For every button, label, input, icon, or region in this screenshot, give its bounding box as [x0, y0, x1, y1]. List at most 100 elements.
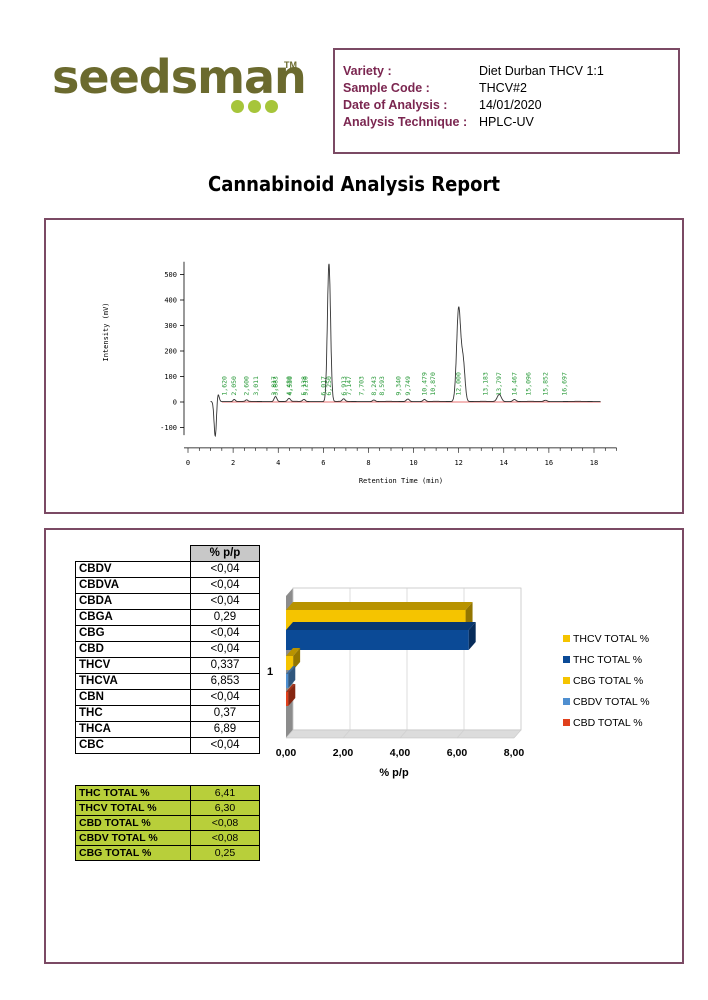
peak-label: 13,183	[481, 372, 489, 396]
cannabinoid-name: CBGA	[75, 609, 191, 626]
peak-label: 16,697	[561, 372, 569, 396]
table-row: THCV TOTAL % 6,30	[75, 800, 260, 816]
x-tick-label: 10	[409, 459, 417, 467]
bar-chart-x-ticks: 0,00 2,00 4,00 6,00 8,00	[276, 747, 525, 759]
table-row: CBDA <0,04	[75, 593, 260, 610]
table-row: CBGA 0,29	[75, 609, 260, 626]
totals-bar-chart: 0,00 2,00 4,00 6,00 8,00 1 % p/p	[267, 587, 525, 779]
logo-wordmark: seedsman	[52, 50, 307, 104]
peak-label: 10,870	[429, 372, 437, 396]
x-tick-label: 4	[276, 459, 280, 467]
table-row: CBDV <0,04	[75, 561, 260, 578]
y-tick-label: 400	[164, 297, 177, 305]
info-value: HPLC-UV	[479, 115, 534, 129]
legend-swatch	[563, 719, 570, 726]
cannabinoid-name: CBN	[75, 689, 191, 706]
legend-label: CBG TOTAL %	[573, 675, 644, 687]
total-value: 6,30	[190, 800, 260, 816]
x-tick-label: 8,00	[504, 747, 525, 759]
table-row: CBG <0,04	[75, 625, 260, 642]
info-value: Diet Durban THCV 1:1	[479, 64, 604, 78]
y-tick-label: 200	[164, 348, 177, 356]
totals-table: THC TOTAL % 6,41 THCV TOTAL % 6,30 CBD TOT…	[75, 785, 260, 861]
peak-label: 15,096	[524, 372, 532, 396]
bar-end	[293, 648, 301, 670]
table-header-unit: % p/p	[190, 545, 260, 562]
bar-chart-category-label: 1	[267, 666, 273, 678]
cannabinoid-value: <0,04	[190, 689, 260, 706]
logo-dot	[265, 100, 278, 113]
total-name: CBD TOTAL %	[75, 815, 191, 831]
seedsman-logo: seedsman TM	[52, 52, 307, 122]
grid-line	[399, 729, 408, 739]
chromatogram-panel: 500 400 300 200 100 0 -100 0 2 4 6 8 10 12 14 16 18 1,62…	[44, 218, 684, 514]
x-tick-label: 4,00	[390, 747, 411, 759]
table-row: THCVA 6,853	[75, 673, 260, 690]
cannabinoid-table: % p/p CBDV <0,04 CBDVA <0,04 CBDA <0,04 CBG…	[75, 545, 260, 754]
legend-label: THC TOTAL %	[573, 654, 643, 666]
x-tick-label: 0,00	[276, 747, 297, 759]
info-label: Analysis Technique :	[343, 115, 468, 129]
legend-swatch	[563, 677, 570, 684]
report-title: Cannabinoid Analysis Report	[207, 172, 501, 196]
peak-label: 5,138	[300, 376, 308, 396]
cannabinoid-name: CBDA	[75, 593, 191, 610]
peak-label: 8,593	[378, 376, 386, 396]
total-value: 0,25	[190, 845, 260, 861]
x-tick-label: 0	[186, 459, 190, 467]
sample-info-box: Variety : Diet Durban THCV 1:1 Sample Co…	[333, 48, 680, 154]
table-row: CBG TOTAL % 0,25	[75, 845, 260, 861]
table-row: CBC <0,04	[75, 737, 260, 754]
peak-label: 2,050	[230, 376, 238, 396]
peak-label: 1,620	[221, 376, 229, 396]
peak-label: 6,913	[340, 376, 348, 396]
cannabinoid-value: <0,04	[190, 641, 260, 658]
info-value: THCV#2	[479, 81, 527, 95]
cannabinoid-name: CBG	[75, 625, 191, 642]
peak-label: 3,817	[270, 376, 278, 396]
chromatogram-line	[210, 263, 601, 438]
peak-label: 13,797	[495, 372, 503, 396]
cannabinoid-value: <0,04	[190, 593, 260, 610]
bar	[286, 674, 289, 688]
y-tick-label: 100	[164, 373, 177, 381]
cannabinoid-name: CBC	[75, 737, 191, 754]
peak-label: 12,000	[455, 372, 463, 396]
logo-trademark: TM	[284, 60, 297, 70]
bar-chart-x-label: % p/p	[379, 767, 409, 779]
total-value: <0,08	[190, 830, 260, 846]
logo-dot	[248, 100, 261, 113]
peak-label: 6,250	[325, 376, 333, 396]
total-name: THCV TOTAL %	[75, 800, 191, 816]
total-name: THC TOTAL %	[75, 785, 191, 801]
x-tick-label: 6	[321, 459, 325, 467]
peak-label: 4,480	[285, 376, 293, 396]
total-name: CBDV TOTAL %	[75, 830, 191, 846]
peak-label: 3,883	[272, 376, 280, 396]
legend-label: CBDV TOTAL %	[573, 696, 650, 708]
chromatogram-plot: 500 400 300 200 100 0 -100 0 2 4 6 8 10 12 14 16 18 1,62…	[102, 261, 617, 485]
cannabinoid-name: CBD	[75, 641, 191, 658]
table-row: THC TOTAL % 6,41	[75, 785, 260, 801]
peak-label: 7,147	[345, 376, 353, 396]
cannabinoid-value: 6,853	[190, 673, 260, 690]
legend-swatch	[563, 698, 570, 705]
y-tick-label: 300	[164, 322, 177, 330]
bar-top	[286, 622, 476, 630]
peak-label: 4,530	[286, 376, 294, 396]
logo-dot	[231, 100, 244, 113]
grid-line	[456, 729, 465, 739]
x-tick-label: 2,00	[333, 747, 354, 759]
table-row: CBD <0,04	[75, 641, 260, 658]
bar-end	[288, 666, 296, 688]
cannabinoid-name: CBDVA	[75, 577, 191, 594]
bar	[286, 656, 294, 670]
table-header-blank	[75, 545, 191, 562]
peak-label: 10,479	[420, 372, 428, 396]
x-tick-label: 8	[366, 459, 370, 467]
cannabinoid-value: 0,337	[190, 657, 260, 674]
bar-top	[286, 648, 301, 656]
x-tick-label: 6,00	[447, 747, 468, 759]
legend-label: CBD TOTAL %	[573, 717, 643, 729]
